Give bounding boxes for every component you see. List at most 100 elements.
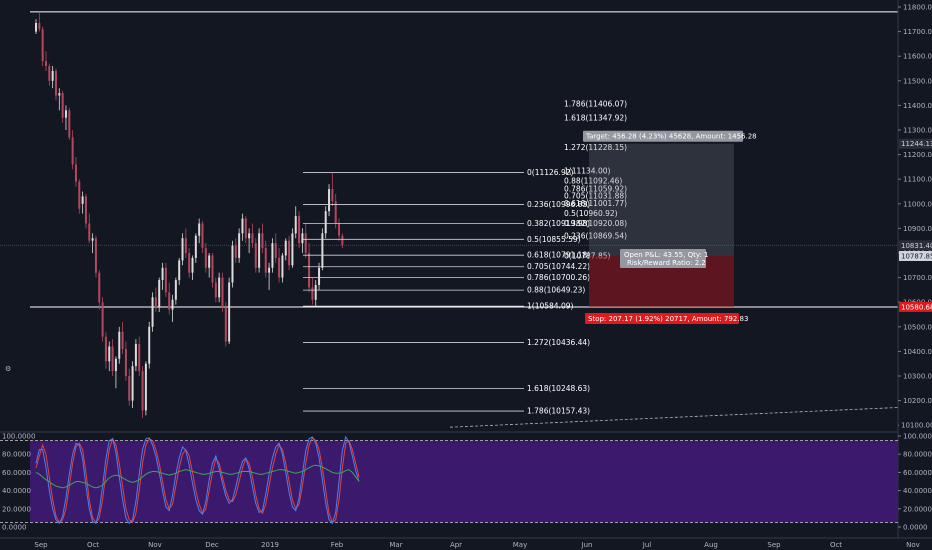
candle-body bbox=[91, 238, 94, 241]
time-axis-label: Mar bbox=[389, 541, 402, 549]
candle-body bbox=[328, 189, 331, 212]
candle-body bbox=[288, 240, 291, 266]
candle-body bbox=[208, 255, 211, 268]
price-axis-label: 10200.00 bbox=[903, 397, 932, 405]
candle-body bbox=[228, 282, 231, 342]
oscillator-left-label: 20.0000 bbox=[2, 505, 31, 513]
candle-body bbox=[151, 297, 154, 327]
fib-level-label: 0.236(10996.83) bbox=[527, 200, 590, 209]
candle-body bbox=[308, 253, 311, 288]
price-axis-label: 11300.00 bbox=[903, 127, 932, 135]
candle-body bbox=[294, 216, 297, 234]
fib-level-label: 0.786(10700.26) bbox=[527, 273, 590, 282]
fib-retracement-left[interactable]: 0(11126.92) 0.236(10996.83) 0.382(10919.98… bbox=[303, 168, 590, 416]
candle-body bbox=[148, 326, 151, 364]
candle-body bbox=[141, 371, 144, 411]
fib-level-label: 0(11126.92) bbox=[527, 168, 573, 177]
oscillator-axis-label: 0.0000 bbox=[903, 524, 928, 532]
oscillator-axis-label: 20.0000 bbox=[903, 505, 932, 513]
candle-body bbox=[251, 233, 254, 244]
target-label-box bbox=[583, 130, 743, 142]
price-tags: 11244.13 10831.40 10787.85 10580.68 10100.00 bbox=[899, 138, 932, 431]
candle-body bbox=[281, 255, 284, 278]
candle-body bbox=[338, 223, 341, 236]
fib-level-label: 1.272(11228.15) bbox=[564, 143, 627, 152]
candle-body bbox=[101, 302, 104, 337]
candle-body bbox=[41, 29, 44, 62]
oscillator-left-label: 0.0000 bbox=[2, 524, 27, 532]
fib-level-label: 0.88(10649.23) bbox=[527, 286, 585, 295]
candle-body bbox=[194, 235, 197, 258]
candle-body bbox=[71, 137, 74, 165]
fib-level-label: 0.88(11092.46) bbox=[564, 177, 622, 186]
candle-body bbox=[198, 223, 201, 236]
time-axis-label: Jun bbox=[581, 541, 593, 549]
candle-body bbox=[311, 287, 314, 300]
candle-body bbox=[191, 257, 194, 273]
candle-body bbox=[51, 70, 54, 81]
candle-body bbox=[318, 267, 321, 285]
price-tag-box bbox=[899, 301, 932, 312]
oscillator-axis[interactable]: 100.0000 80.0000 60.0000 40.0000 20.0000 0.00… bbox=[2, 433, 932, 532]
target-label: Target: 456.28 (4.23%) 45628, Amount: 14… bbox=[585, 133, 757, 141]
candle-body bbox=[58, 93, 61, 96]
candle-body bbox=[158, 280, 161, 308]
time-axis-label: Oct bbox=[830, 541, 842, 549]
candle-body bbox=[44, 61, 47, 67]
candle-body bbox=[341, 235, 344, 246]
chart-settings-icon[interactable]: ⚙ bbox=[5, 365, 11, 373]
candle-body bbox=[324, 211, 327, 234]
oscillator-left-label: 40.0000 bbox=[2, 487, 31, 495]
candle-body bbox=[234, 245, 237, 258]
price-axis-label: 11000.00 bbox=[903, 200, 932, 208]
fib-level-label: 0.618(10791.18) bbox=[527, 251, 590, 260]
candle-body bbox=[84, 196, 87, 224]
candle-body bbox=[174, 280, 177, 300]
time-axis[interactable]: Sep Oct Nov Dec 2019 Feb Mar Apr May Jun Jul Aug Sep… bbox=[0, 537, 932, 549]
price-tag-label: 10100.00 bbox=[901, 422, 932, 430]
candle-body bbox=[118, 331, 121, 359]
candle-body bbox=[334, 201, 337, 224]
price-tag-box bbox=[899, 250, 932, 261]
fib-level-label: 1.272(10436.44) bbox=[527, 338, 590, 347]
candle-body bbox=[238, 233, 241, 258]
time-axis-label: Apr bbox=[450, 541, 462, 549]
candle-body bbox=[248, 233, 251, 239]
oscillator-left-label: 80.0000 bbox=[2, 451, 31, 459]
long-position-tool[interactable]: Target: 456.28 (4.23%) 45628, Amount: 14… bbox=[583, 130, 757, 324]
candle-body bbox=[188, 253, 191, 273]
fib-level-label: 0.382(10919.98) bbox=[527, 219, 590, 228]
candle-body bbox=[321, 233, 324, 268]
candle-body bbox=[88, 223, 91, 241]
candle-body bbox=[78, 181, 81, 209]
oscillator-left-label: 60.0000 bbox=[2, 469, 31, 477]
candle-body bbox=[161, 267, 164, 281]
fib-retracement-right[interactable]: 1.786(11406.07) 1.618(11347.92) 1.272(1122… bbox=[564, 99, 627, 260]
candle-body bbox=[244, 218, 247, 239]
candlestick-series bbox=[35, 11, 344, 418]
price-axis-label: 11600.00 bbox=[903, 53, 932, 61]
candle-body bbox=[81, 196, 84, 204]
candle-body bbox=[241, 218, 244, 234]
price-tag-label: 10831.40 bbox=[901, 242, 932, 250]
candle-body bbox=[184, 238, 187, 253]
price-axis-label: 11500.00 bbox=[903, 77, 932, 85]
price-axis-label: 10400.00 bbox=[903, 348, 932, 356]
time-axis-label: May bbox=[513, 541, 527, 549]
candle-body bbox=[298, 216, 301, 244]
candle-body bbox=[54, 70, 57, 96]
candle-body bbox=[271, 243, 274, 268]
candle-body bbox=[258, 233, 261, 268]
fib-level-label: 1.786(11406.07) bbox=[564, 99, 627, 108]
price-axis-label: 11700.00 bbox=[903, 28, 932, 36]
oscillator-series-line bbox=[35, 464, 360, 489]
oscillator-band bbox=[30, 440, 898, 523]
candle-body bbox=[278, 257, 281, 278]
price-pane[interactable] bbox=[0, 11, 899, 433]
fib-level-label: 0.705(10744.22) bbox=[527, 262, 590, 271]
candle-body bbox=[74, 164, 77, 182]
oscillator-pane[interactable] bbox=[0, 435, 898, 525]
price-axis-label: 10500.00 bbox=[903, 323, 932, 331]
candle-body bbox=[114, 358, 117, 372]
